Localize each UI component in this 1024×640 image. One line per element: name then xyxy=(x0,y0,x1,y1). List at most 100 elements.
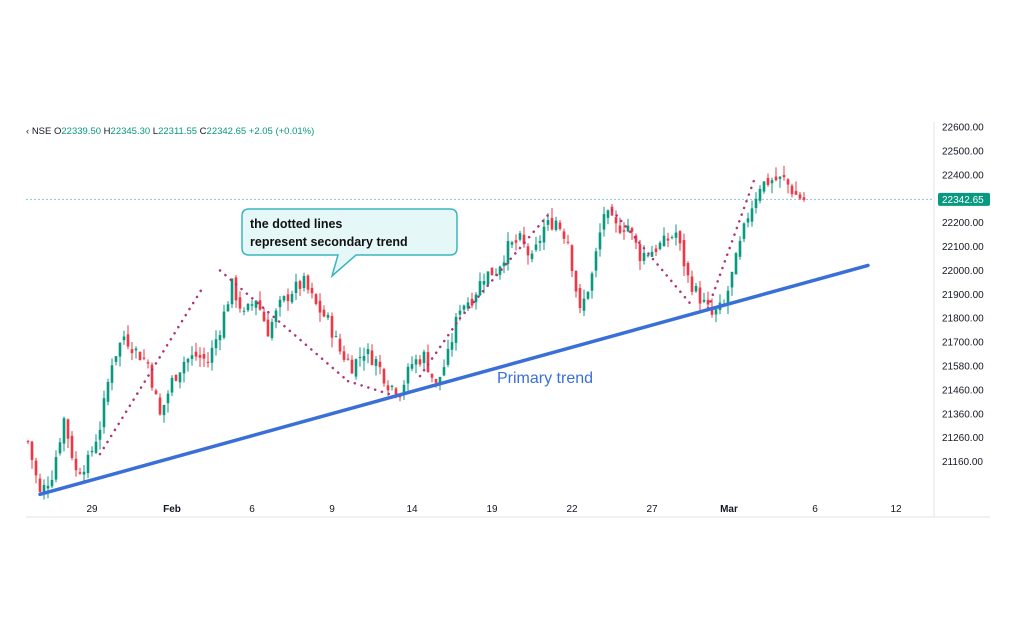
candle-body xyxy=(258,300,262,310)
candle-body xyxy=(490,267,494,276)
candle-body xyxy=(630,228,634,232)
candle-body xyxy=(666,238,670,241)
price-axis[interactable]: 22600.0022500.0022400.0022300.0022200.00… xyxy=(942,123,984,469)
legend-change: +2.05 (+0.01%) xyxy=(248,126,315,137)
candle-body xyxy=(66,419,70,439)
candle-body xyxy=(574,270,578,292)
candle-body xyxy=(658,242,662,250)
secondary-trend-segment xyxy=(418,316,462,378)
candle-body xyxy=(546,220,550,225)
candle-body xyxy=(394,388,398,396)
candle-body xyxy=(282,296,286,301)
candle-body xyxy=(434,379,438,383)
price-tick-label: 21580.00 xyxy=(942,362,984,373)
candle-body xyxy=(146,362,150,364)
candle-body xyxy=(770,180,774,184)
candle-body xyxy=(318,300,322,313)
candle-body xyxy=(430,373,434,378)
legend-close: 22342.65 xyxy=(206,126,247,137)
candle-body xyxy=(558,222,562,229)
price-tick-label: 22000.00 xyxy=(942,266,984,277)
primary-trend-line xyxy=(38,263,870,497)
price-tick-label: 22400.00 xyxy=(942,170,984,181)
legend-arrow-icon: ‹ xyxy=(26,126,30,137)
candle-body xyxy=(730,271,734,288)
candle-body xyxy=(198,355,202,358)
candles-group xyxy=(26,165,806,500)
candle-body xyxy=(530,253,534,260)
candle-body xyxy=(462,305,466,310)
candle-body xyxy=(238,297,242,309)
candle-body xyxy=(482,281,486,285)
candle-body xyxy=(662,235,666,247)
candle-body xyxy=(514,240,518,243)
candle-body xyxy=(410,364,414,369)
candle-body xyxy=(162,404,166,416)
candle-body xyxy=(450,342,454,350)
candle-body xyxy=(94,441,98,453)
candle-body xyxy=(302,276,306,289)
candle-body xyxy=(254,300,258,308)
ohlc-legend: ‹ NSE O22339.50 H22345.30 L22311.55 C223… xyxy=(26,126,314,137)
candle-body xyxy=(134,348,138,351)
candle-body xyxy=(58,442,62,454)
candle-body xyxy=(246,303,250,311)
candle-body xyxy=(518,233,522,240)
candle-body xyxy=(654,248,658,252)
candle-body xyxy=(98,429,102,440)
candle-body xyxy=(262,311,266,322)
candle-body xyxy=(310,287,314,294)
candle-body xyxy=(186,358,190,363)
time-tick-label: 6 xyxy=(812,504,818,515)
secondary-trend-lines xyxy=(98,173,758,456)
candle-body xyxy=(42,485,46,495)
candle-body xyxy=(158,397,162,415)
candle-body xyxy=(86,454,90,474)
candle-body xyxy=(506,241,510,264)
candle-body xyxy=(350,359,354,374)
candle-body xyxy=(402,384,406,395)
candle-body xyxy=(542,226,546,243)
candle-body xyxy=(674,232,678,238)
candle-body xyxy=(406,366,410,384)
candle-body xyxy=(398,396,402,398)
candle-body xyxy=(194,351,198,357)
candle-body xyxy=(370,350,374,365)
candle-body xyxy=(298,281,302,289)
candle-body xyxy=(742,223,746,239)
candle-body xyxy=(650,251,654,257)
candle-body xyxy=(122,336,126,341)
time-tick-label: Feb xyxy=(163,504,181,515)
candle-body xyxy=(590,273,594,291)
primary-trend-label: Primary trend xyxy=(497,370,593,387)
price-tick-label: 22200.00 xyxy=(942,218,984,229)
candle-body xyxy=(50,479,54,487)
candle-body xyxy=(678,231,682,244)
time-tick-label: 29 xyxy=(86,504,98,515)
candle-body xyxy=(358,357,362,359)
candle-body xyxy=(442,367,446,376)
legend-low: 22311.55 xyxy=(158,126,198,137)
candle-body xyxy=(206,361,210,363)
legend-open: 22339.50 xyxy=(61,126,102,137)
candle-body xyxy=(702,299,706,302)
candle-body xyxy=(386,385,390,391)
price-tick-label: 21700.00 xyxy=(942,338,984,349)
candle-body xyxy=(554,220,558,230)
candle-body xyxy=(378,361,382,368)
candle-body xyxy=(114,356,118,362)
time-tick-label: 19 xyxy=(486,504,498,515)
candle-body xyxy=(214,339,218,349)
candle-body xyxy=(306,275,310,290)
candle-body xyxy=(54,456,58,480)
candle-body xyxy=(178,372,182,383)
legend-symbol: NSE xyxy=(31,126,52,137)
time-axis[interactable]: 29 Feb 6 9 14 19 22 27 Mar 6 12 xyxy=(86,504,902,515)
candle-body xyxy=(614,217,618,224)
candle-body xyxy=(274,310,278,322)
candle-body xyxy=(750,208,754,222)
candle-body xyxy=(606,210,610,218)
candle-body xyxy=(174,374,178,381)
candle-body xyxy=(166,393,170,404)
